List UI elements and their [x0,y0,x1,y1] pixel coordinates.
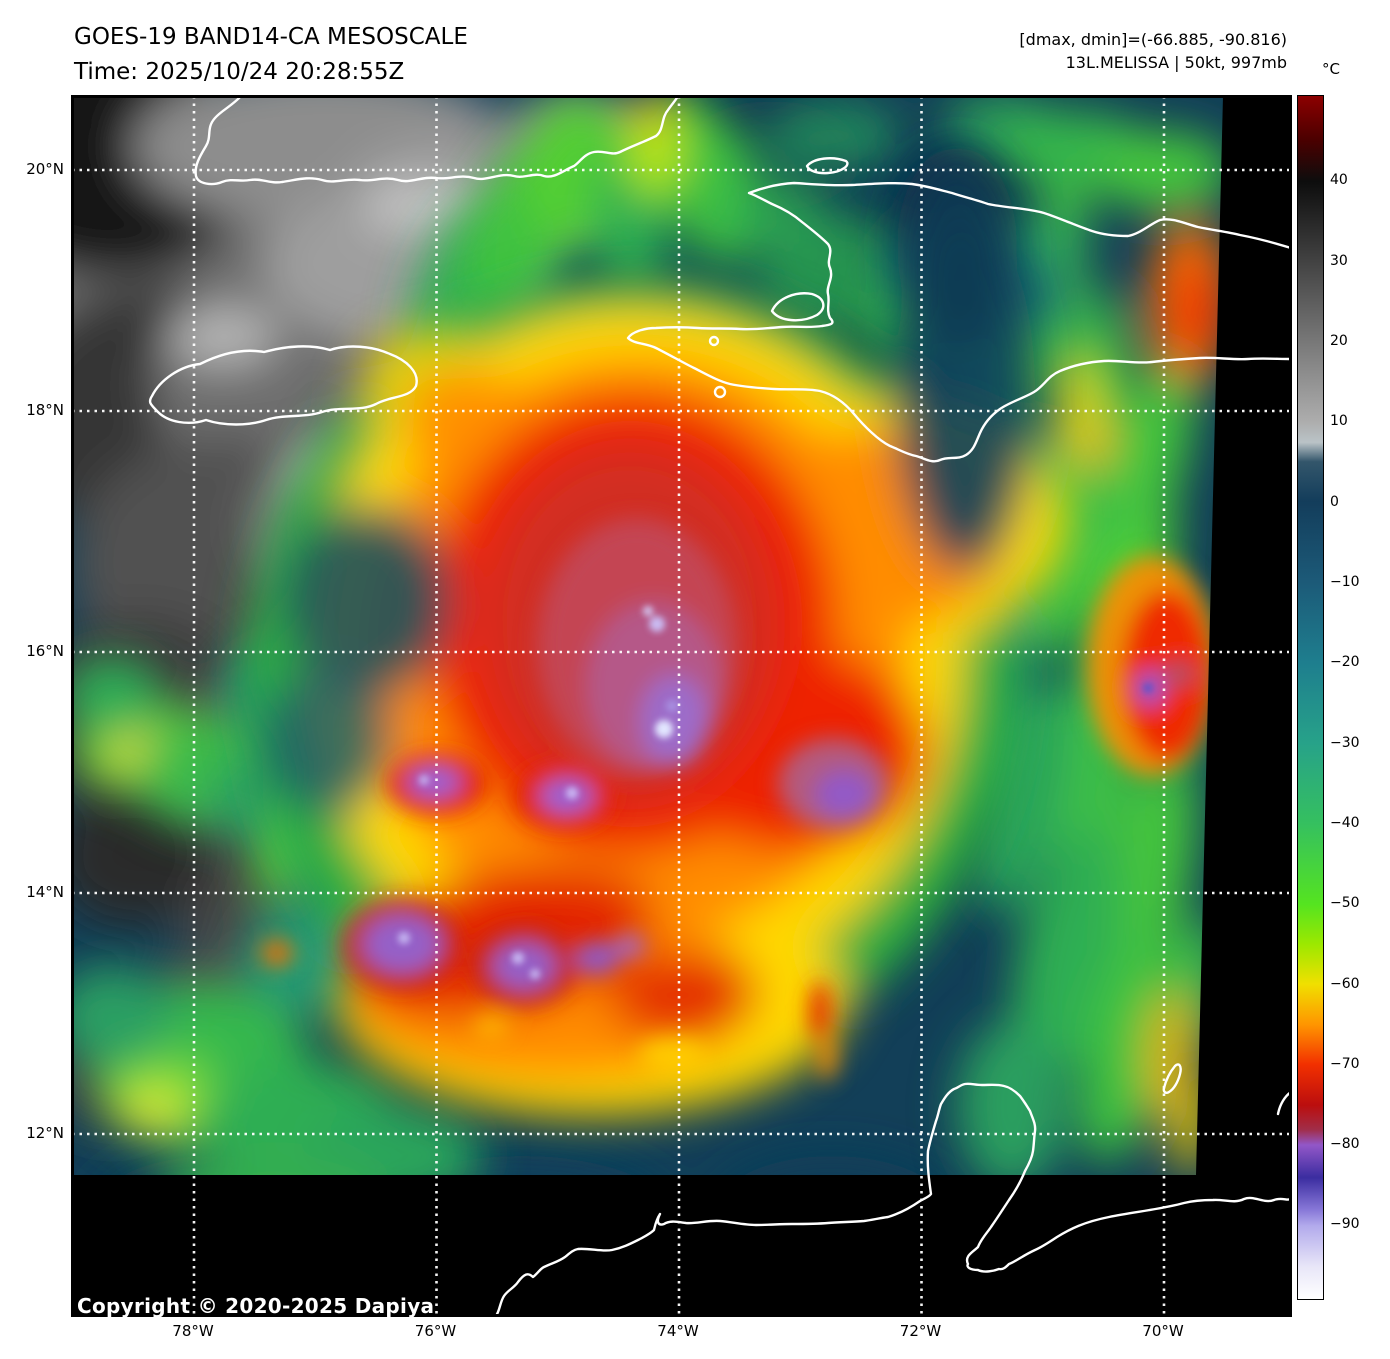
coastline-south-america [494,1082,1291,1316]
cb-tick-40: 40 [1330,172,1348,188]
cb-tick-20: 20 [1330,333,1348,349]
cb-tick-m60: −60 [1330,976,1360,992]
copyright-watermark: Copyright © 2020-2025 Dapiya [77,1294,435,1318]
coastline-gonave [770,292,825,322]
coastline-navassa [708,335,720,347]
info-block: [dmax, dmin]=(-66.885, -90.816) 13L.MELI… [1019,28,1287,74]
lat-label-20n: 20°N [26,160,64,178]
lon-label-74w: 74°W [657,1322,699,1340]
cb-tick-m50: −50 [1330,895,1360,911]
coastlines [148,96,1291,1316]
coastline-jamaica [148,345,418,426]
overshooting-tops-layer [398,606,1153,979]
title-block: GOES-19 BAND14-CA MESOSCALE Time: 2025/1… [74,20,468,90]
coastline-ile-a-vache [713,385,727,399]
coastline-tortuga [805,157,849,175]
cb-tick-m90: −90 [1330,1216,1360,1232]
plot-time: Time: 2025/10/24 20:28:55Z [74,59,405,85]
hurricane-core-layer [261,518,1217,1080]
cb-tick-m70: −70 [1330,1056,1360,1072]
cb-tick-10: 10 [1330,413,1348,429]
satellite-map: Copyright © 2020-2025 Dapiya [71,95,1292,1318]
lat-label-16n: 16°N [26,642,64,660]
lat-label-18n: 18°N [26,401,64,419]
lon-label-72w: 72°W [899,1322,942,1340]
lon-label-70w: 70°W [1142,1322,1184,1340]
colorbar-unit-label: °C [1322,60,1340,78]
lon-label-76w: 76°W [414,1322,457,1340]
cb-tick-m80: −80 [1330,1136,1360,1152]
cb-tick-m20: −20 [1330,654,1360,670]
map-frame [72,96,1291,1316]
lon-label-78w: 78°W [172,1322,214,1340]
coastline-hispaniola [626,181,1291,463]
no-data-mask [72,96,1291,1316]
temperature-colorbar [1297,95,1324,1300]
coastline-aruba [1162,1063,1182,1094]
lat-label-14n: 14°N [26,883,64,901]
dmax-dmin-readout: [dmax, dmin]=(-66.885, -90.816) [1019,30,1287,49]
cb-tick-m10: −10 [1330,574,1360,590]
coastline-cuba [194,96,680,186]
cb-tick-0: 0 [1330,494,1339,510]
lat-label-12n: 12°N [26,1124,64,1142]
cb-tick-m40: −40 [1330,815,1360,831]
storm-info: 13L.MELISSA | 50kt, 997mb [1065,53,1287,72]
latlon-grid [72,96,1291,1316]
plot-title: GOES-19 BAND14-CA MESOSCALE [74,24,468,50]
cb-tick-m30: −30 [1330,735,1360,751]
satellite-ir-image [72,96,1291,1316]
cb-tick-30: 30 [1330,253,1348,269]
